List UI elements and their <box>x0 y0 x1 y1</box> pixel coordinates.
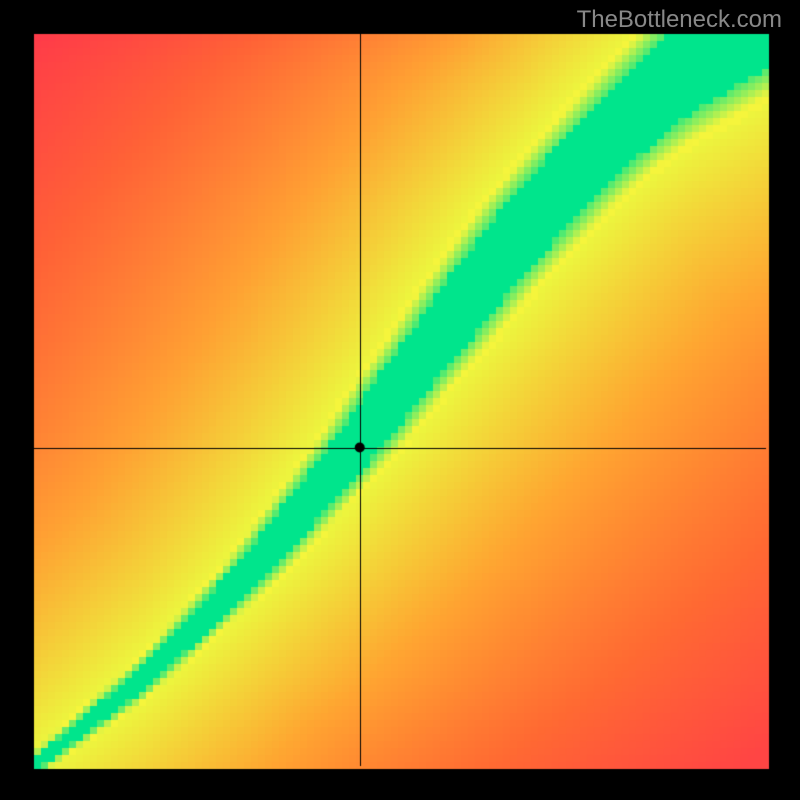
watermark-text: TheBottleneck.com <box>577 6 782 34</box>
heatmap-canvas <box>0 0 800 800</box>
chart-container: TheBottleneck.com <box>0 0 800 800</box>
